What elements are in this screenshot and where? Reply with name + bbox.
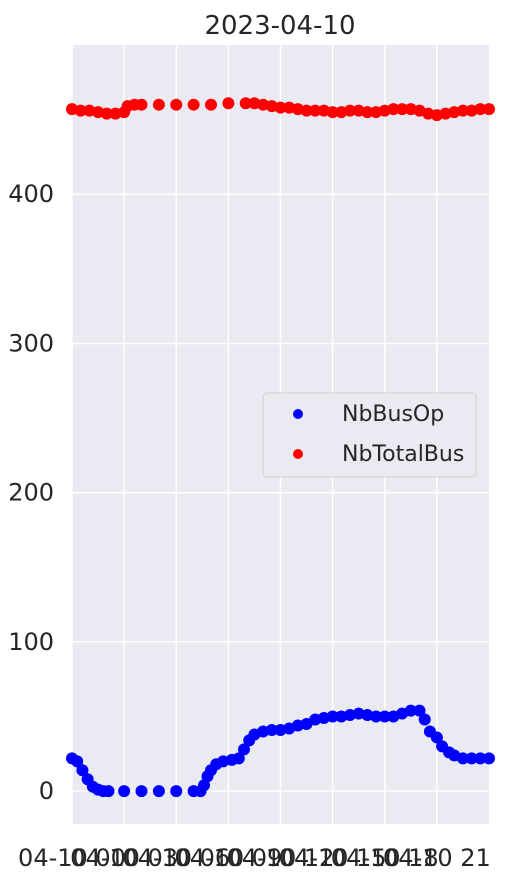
data-point-nbbusop — [474, 752, 487, 765]
data-point-nbtotalbus — [387, 103, 400, 116]
y-tick-label: 0 — [39, 777, 54, 805]
chart-title: 2023-04-10 — [204, 11, 355, 41]
x-tick-label: 04-10 06 — [122, 844, 230, 872]
legend-box — [262, 392, 477, 478]
data-point-nbtotalbus — [135, 98, 148, 111]
legend-label-nbbusop: NbBusOp — [342, 402, 444, 427]
data-point-nbbusop — [135, 785, 148, 798]
data-point-nbtotalbus — [300, 104, 313, 117]
data-point-nbbusop — [404, 704, 417, 717]
data-point-nbbusop — [456, 752, 469, 765]
data-point-nbbusop — [483, 752, 495, 765]
data-point-nbtotalbus — [274, 101, 287, 114]
y-tick-label: 200 — [8, 479, 54, 507]
x-tick-label: 04-10 12 — [227, 844, 335, 872]
legend-marker-nbtotalbus — [293, 449, 303, 459]
legend: NbBusOp NbTotalBus — [262, 392, 477, 478]
x-tick-label: 04-10 09 — [174, 844, 282, 872]
x-tick-label: 04-10 00 — [18, 844, 126, 872]
data-point-nbbusop — [430, 731, 443, 744]
data-point-nbtotalbus — [474, 103, 487, 116]
x-tick-label: 04-10 03 — [70, 844, 178, 872]
data-point-nbtotalbus — [222, 97, 235, 110]
data-point-nbtotalbus — [74, 104, 87, 117]
data-point-nbtotalbus — [170, 98, 183, 111]
x-tick-label: 04-10 18 — [331, 844, 439, 872]
data-point-nbbusop — [370, 710, 383, 723]
data-point-nbbusop — [152, 785, 165, 798]
data-point-nbtotalbus — [309, 104, 322, 117]
data-point-nbtotalbus — [239, 97, 252, 110]
data-point-nbbusop — [418, 713, 431, 726]
legend-marker-nbbusop — [293, 409, 303, 419]
data-point-nbtotalbus — [152, 98, 165, 111]
data-point-nbtotalbus — [483, 103, 495, 116]
series-nbbusop — [66, 704, 495, 798]
y-tick-label: 100 — [8, 628, 54, 656]
data-point-nbtotalbus — [361, 106, 374, 119]
data-point-nbbusop — [71, 755, 84, 768]
data-point-nbbusop — [76, 764, 89, 777]
data-point-nbbusop — [413, 704, 426, 717]
series-nbtotalbus — [66, 97, 495, 122]
data-point-nbbusop — [378, 710, 391, 723]
y-tick-label: 400 — [8, 180, 54, 208]
x-tick-label: 04-10 15 — [279, 844, 387, 872]
data-point-nbtotalbus — [396, 103, 409, 116]
data-point-nbtotalbus — [456, 104, 469, 117]
data-point-nbbusop — [326, 710, 339, 723]
data-point-nbtotalbus — [187, 98, 200, 111]
data-point-nbbusop — [232, 752, 245, 765]
data-point-nbbusop — [265, 723, 278, 736]
data-point-nbbusop — [102, 785, 115, 798]
legend-label-nbtotalbus: NbTotalBus — [342, 442, 464, 467]
y-tick-label: 300 — [8, 329, 54, 357]
data-point-nbbusop — [118, 785, 131, 798]
data-point-nbtotalbus — [326, 106, 339, 119]
data-point-nbtotalbus — [205, 98, 217, 111]
x-tick-label: 04-10 21 — [383, 844, 491, 872]
data-point-nbtotalbus — [100, 107, 113, 120]
data-point-nbbusop — [465, 752, 478, 765]
data-point-nbbusop — [170, 785, 183, 798]
series-layer — [66, 97, 495, 798]
data-point-nbtotalbus — [344, 104, 356, 117]
data-point-nbbusop — [238, 743, 251, 756]
